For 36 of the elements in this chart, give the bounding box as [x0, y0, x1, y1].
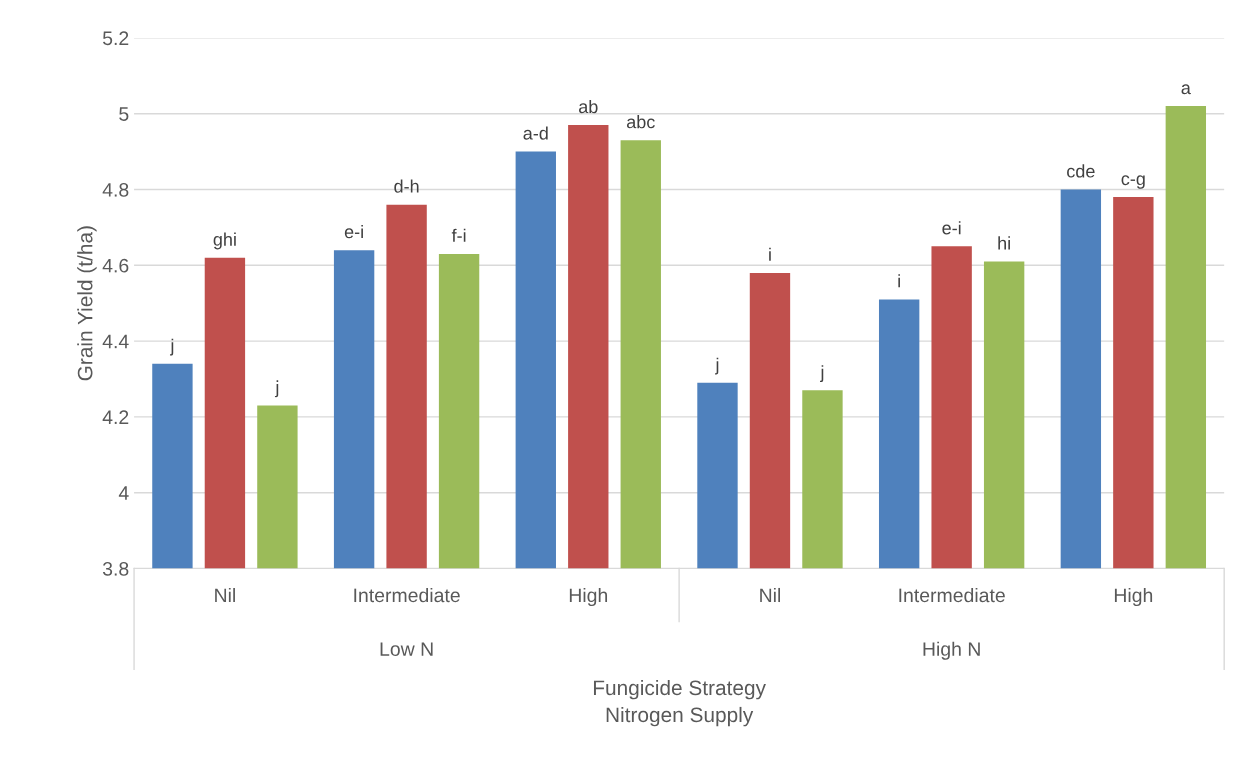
data-label: i: [898, 274, 900, 288]
y-axis-title: Grain Yield (t/ha): [77, 226, 97, 381]
data-label: j: [169, 338, 174, 356]
data-label: hi: [998, 236, 1010, 250]
x-axis-title: Fungicide Strategy Nitrogen Supply: [593, 679, 766, 727]
data-label: a: [1181, 84, 1191, 95]
data-label: e-i: [942, 221, 961, 235]
data-label: j: [820, 365, 824, 383]
data-label: c-g: [1121, 175, 1145, 189]
y-tick-label: 4.8: [102, 182, 129, 197]
x-tick-label: Nil: [215, 587, 235, 603]
y-tick-label: 5.2: [102, 31, 129, 46]
data-label: d-h: [394, 179, 419, 193]
y-tick-label: 4.6: [102, 258, 129, 273]
data-label: e-i: [344, 224, 363, 239]
y-tick-label: 3.8: [102, 561, 129, 576]
x-tick-label: Intermediate: [354, 587, 460, 603]
y-tick-label: 4.2: [102, 410, 129, 424]
x-tick-label: Intermediate: [899, 587, 1005, 603]
x-tick-label: High: [1114, 587, 1153, 607]
text: Low N: [380, 642, 433, 656]
data-label: f-i: [451, 228, 466, 242]
data-label: j: [274, 380, 279, 398]
data-label: ghi: [213, 232, 236, 250]
y-tick-label: 4.4: [102, 334, 129, 349]
data-label: ab: [579, 99, 598, 114]
x-tick-label: High: [569, 587, 608, 607]
data-label: a-d: [523, 126, 548, 140]
y-tick-label: 4: [118, 486, 129, 500]
data-label: i: [769, 247, 771, 261]
text: High N: [923, 641, 980, 660]
x-tick-label: Nil: [760, 587, 781, 603]
data-label: j: [715, 357, 719, 375]
data-label: cde: [1067, 164, 1095, 178]
y-tick-label: 5: [119, 107, 129, 121]
data-label: abc: [626, 115, 655, 129]
